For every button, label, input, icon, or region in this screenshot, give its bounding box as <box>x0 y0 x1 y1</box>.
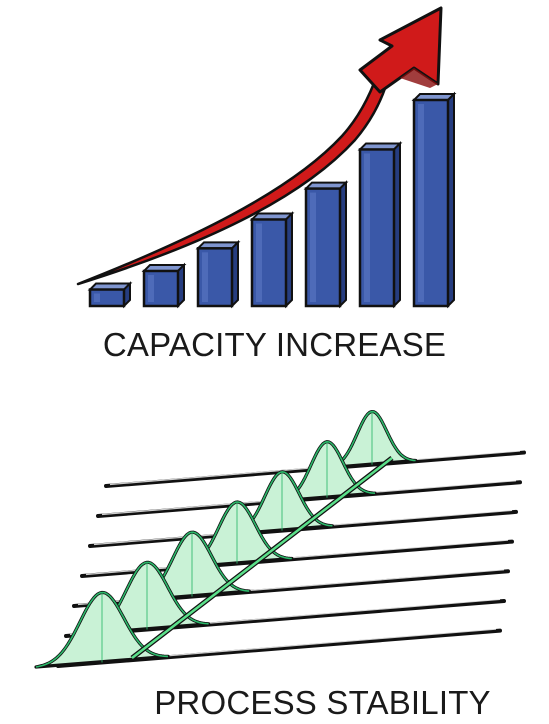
distribution-curve <box>96 440 522 518</box>
growth-arrow <box>76 6 443 286</box>
trend-spine <box>130 456 394 660</box>
distribution-curves-icon <box>34 410 526 669</box>
rising-bar-chart-icon <box>76 6 457 309</box>
distribution-curve <box>34 590 502 669</box>
capacity-bar <box>249 211 295 309</box>
process-stability-caption: PROCESS STABILITY <box>154 684 491 721</box>
capacity-bar <box>87 281 133 309</box>
capacity-bar <box>411 91 457 309</box>
capacity-bar <box>357 141 403 309</box>
capacity-bar <box>195 239 241 309</box>
capacity-increase-caption: CAPACITY INCREASE <box>102 326 447 363</box>
capacity-bar <box>141 262 187 309</box>
process-stability-graphic <box>0 400 549 690</box>
capacity-increase-graphic <box>0 0 549 312</box>
capacity-bar <box>303 180 349 309</box>
